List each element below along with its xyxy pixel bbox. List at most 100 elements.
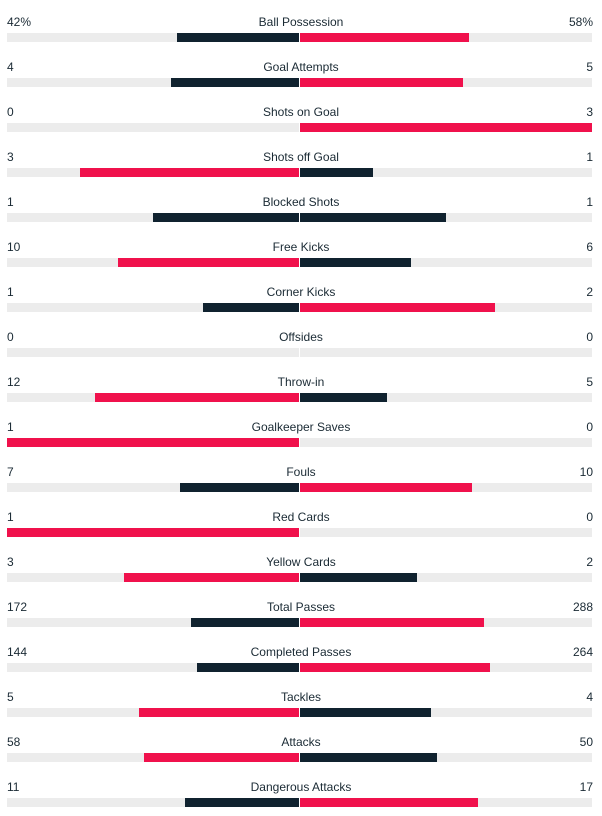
stat-row: 1 Goalkeeper Saves 0 [0, 411, 602, 456]
home-bar [191, 618, 300, 627]
stat-row: 4 Goal Attempts 5 [0, 51, 602, 96]
away-bar [299, 123, 592, 132]
bar-center-divider [299, 213, 300, 222]
away-value: 5 [586, 60, 593, 74]
stat-row: 10 Free Kicks 6 [0, 231, 602, 276]
home-bar [7, 438, 300, 447]
bar-center-divider [299, 123, 300, 132]
away-bar [299, 663, 490, 672]
away-bar [299, 303, 496, 312]
stat-row: 1 Red Cards 0 [0, 501, 602, 546]
stat-row: 11 Dangerous Attacks 17 [0, 771, 602, 816]
away-bar [299, 258, 411, 267]
home-value: 5 [7, 690, 14, 704]
home-bar [94, 393, 300, 402]
stat-row: 0 Offsides 0 [0, 321, 602, 366]
away-bar [299, 33, 470, 42]
bar-center-divider [299, 78, 300, 87]
bar-center-divider [299, 258, 300, 267]
stat-bar-track [7, 348, 592, 357]
away-bar [299, 708, 432, 717]
stat-label: Goal Attempts [263, 60, 339, 74]
bar-center-divider [299, 438, 300, 447]
stat-bar-track [7, 213, 592, 222]
stat-row: 172 Total Passes 288 [0, 591, 602, 636]
away-value: 0 [586, 510, 593, 524]
bar-center-divider [299, 528, 300, 537]
away-bar [299, 213, 446, 222]
stat-label: Attacks [281, 735, 321, 749]
home-bar [185, 798, 300, 807]
stat-row: 58 Attacks 50 [0, 726, 602, 771]
stat-label: Goalkeeper Saves [251, 420, 351, 434]
home-bar [170, 78, 300, 87]
home-value: 1 [7, 285, 14, 299]
stat-label: Shots on Goal [262, 105, 340, 119]
away-value: 17 [579, 780, 593, 794]
away-bar [299, 483, 473, 492]
home-value: 172 [7, 600, 28, 614]
home-bar [202, 303, 300, 312]
away-value: 4 [586, 690, 593, 704]
home-value: 3 [7, 150, 14, 164]
home-value: 12 [7, 375, 21, 389]
away-value: 1 [586, 150, 593, 164]
stat-bar-track [7, 618, 592, 627]
home-value: 3 [7, 555, 14, 569]
home-value: 42% [7, 15, 32, 29]
bar-center-divider [299, 168, 300, 177]
stat-bar-track [7, 528, 592, 537]
home-bar [80, 168, 300, 177]
bar-center-divider [299, 348, 300, 357]
home-value: 4 [7, 60, 14, 74]
home-bar [197, 663, 300, 672]
away-bar [299, 798, 478, 807]
bar-center-divider [299, 708, 300, 717]
stat-label: Corner Kicks [266, 285, 336, 299]
home-value: 0 [7, 330, 14, 344]
stat-row: 5 Tackles 4 [0, 681, 602, 726]
bar-center-divider [299, 753, 300, 762]
away-bar [299, 573, 417, 582]
stat-row: 3 Yellow Cards 2 [0, 546, 602, 591]
stat-label: Red Cards [272, 510, 330, 524]
stat-row: 7 Fouls 10 [0, 456, 602, 501]
stat-label: Offsides [279, 330, 323, 344]
bar-center-divider [299, 663, 300, 672]
stat-bar-track [7, 438, 592, 447]
stat-label: Blocked Shots [262, 195, 340, 209]
stat-label: Tackles [280, 690, 321, 704]
away-value: 0 [586, 330, 593, 344]
home-value: 1 [7, 420, 14, 434]
stat-row: 42% Ball Possession 58% [0, 6, 602, 51]
away-value: 288 [572, 600, 593, 614]
stat-bar-track [7, 798, 592, 807]
away-value: 5 [586, 375, 593, 389]
home-bar [153, 213, 300, 222]
bar-center-divider [299, 573, 300, 582]
stat-bar-track [7, 258, 592, 267]
home-value: 144 [7, 645, 28, 659]
stat-bar-track [7, 663, 592, 672]
stat-label: Fouls [286, 465, 316, 479]
away-value: 3 [586, 105, 593, 119]
stat-label: Completed Passes [250, 645, 352, 659]
stat-bar-track [7, 168, 592, 177]
stat-label: Shots off Goal [263, 150, 339, 164]
home-bar [138, 708, 300, 717]
stat-row: 3 Shots off Goal 1 [0, 141, 602, 186]
stat-label: Throw-in [277, 375, 325, 389]
away-bar [299, 168, 373, 177]
away-value: 50 [579, 735, 593, 749]
stat-bar-track [7, 123, 592, 132]
away-value: 6 [586, 240, 593, 254]
stat-label: Yellow Cards [266, 555, 336, 569]
stat-row: 1 Corner Kicks 2 [0, 276, 602, 321]
home-bar [144, 753, 300, 762]
away-value: 2 [586, 555, 593, 569]
home-value: 11 [7, 780, 20, 794]
stat-bar-track [7, 33, 592, 42]
bar-center-divider [299, 33, 300, 42]
home-bar [176, 33, 300, 42]
